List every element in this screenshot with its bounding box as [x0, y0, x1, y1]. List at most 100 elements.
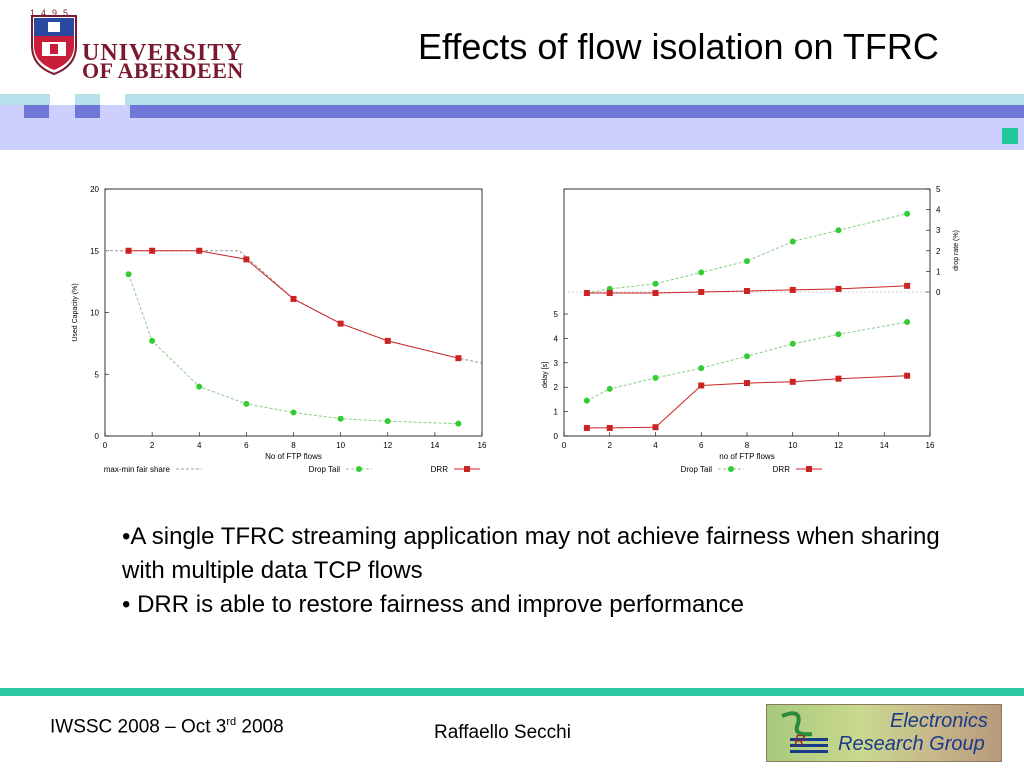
drr-point: [652, 290, 659, 297]
y-axis-label: delay [s]: [542, 362, 549, 388]
droptail-point: [583, 397, 590, 404]
y-tick-label: 5: [554, 310, 559, 319]
used-capacity-chart: 0 2 4 6 8 10 12 14 16 0 5 10 15 20 No of FTP flows Used…: [72, 185, 487, 474]
x-tick-label: 10: [336, 441, 345, 450]
legend-label: Drop Tail: [681, 465, 713, 474]
drr-point: [583, 424, 590, 431]
x-axis-label: no of FTP flows: [719, 452, 774, 461]
drr-point: [904, 372, 911, 379]
bullet-item: •A single TFRC streaming application may…: [122, 523, 940, 584]
y2-tick-label: 5: [936, 185, 941, 194]
x-tick-label: 14: [880, 441, 889, 450]
y-tick-label: 3: [554, 359, 559, 368]
series-line: [128, 250, 459, 359]
droptail-point: [384, 418, 391, 425]
droptail-point: [652, 280, 659, 287]
x-tick-label: 2: [608, 441, 613, 450]
accent-square: [1002, 128, 1018, 144]
y2-tick-label: 4: [936, 206, 941, 215]
drr-point: [835, 285, 842, 292]
footer-author: Raffaello Secchi: [434, 722, 571, 743]
droptail-point: [904, 319, 911, 326]
drr-point: [789, 378, 796, 385]
x-tick-label: 8: [291, 441, 296, 450]
header-square: [100, 94, 125, 105]
plot-frame: [563, 188, 931, 437]
slide-title: Effects of flow isolation on TFRC: [418, 26, 939, 67]
x-tick-label: 2: [150, 441, 155, 450]
header-band-light: [0, 94, 1024, 105]
x-tick-label: 4: [197, 441, 202, 450]
footer-rule: [0, 688, 1024, 696]
y2-tick-label: 1: [936, 267, 941, 276]
logo-year: 1495: [30, 8, 75, 18]
series-line: [105, 250, 483, 364]
droptail-point: [698, 269, 705, 276]
droptail-point: [337, 415, 344, 422]
x-tick-label: 6: [244, 441, 249, 450]
droptail-point: [149, 337, 156, 344]
footer-conference: IWSSC 2008 – Oct 3rd 2008: [50, 716, 284, 738]
drr-point: [698, 382, 705, 389]
y-tick-label: 0: [95, 432, 100, 441]
drr-point: [464, 466, 470, 472]
droptail-point: [904, 210, 911, 217]
y-tick-label: 0: [554, 432, 559, 441]
droptail-point: [835, 227, 842, 234]
droptail-point: [744, 353, 750, 360]
x-tick-label: 12: [383, 441, 392, 450]
y2-axis-label: drop rate (%): [953, 230, 960, 271]
y2-tick-label: 2: [936, 247, 941, 256]
bullet-item: • DRR is able to restore fairness and im…: [122, 591, 744, 618]
droptail-point: [455, 420, 462, 427]
droptail-point: [243, 400, 250, 407]
drr-point: [789, 286, 796, 293]
legend-label: DRR: [773, 465, 791, 474]
drr-point: [744, 380, 750, 387]
drr-point: [455, 355, 462, 362]
y-axis-label: Used Capacity (%): [72, 283, 79, 341]
x-tick-label: 10: [788, 441, 797, 450]
series-line: [586, 285, 908, 294]
x-tick-label: 16: [926, 441, 935, 450]
svg-text:R: R: [794, 733, 806, 750]
header-stripe: [130, 105, 1024, 118]
drr-point: [698, 289, 705, 295]
drr-point: [149, 247, 156, 254]
erg-logo-line2: Research Group: [838, 733, 985, 755]
y-tick-label: 4: [554, 334, 559, 343]
drr-point: [652, 424, 659, 431]
header-square: [50, 94, 75, 105]
droptail-point: [125, 271, 132, 278]
drr-point: [904, 282, 911, 289]
x-tick-label: 0: [103, 441, 108, 450]
series-line: [586, 321, 908, 402]
y-tick-label: 1: [554, 408, 559, 417]
droptail-point: [290, 409, 297, 416]
drr-point: [243, 256, 250, 263]
drr-point: [196, 247, 203, 254]
drr-point: [337, 320, 344, 327]
series-line: [586, 213, 908, 294]
drr-point: [125, 247, 132, 254]
x-axis-label: No of FTP flows: [265, 452, 322, 461]
legend-label: DRR: [431, 465, 449, 474]
header-square: [75, 105, 100, 118]
y-tick-label: 5: [95, 370, 100, 379]
droptail-point: [744, 258, 750, 265]
x-tick-label: 16: [478, 441, 487, 450]
drr-point: [290, 295, 297, 302]
x-tick-label: 12: [834, 441, 843, 450]
y2-tick-label: 0: [936, 288, 941, 297]
y-tick-label: 2: [554, 383, 559, 392]
droptail-point: [196, 383, 203, 390]
drr-point: [606, 290, 613, 297]
drr-point: [384, 337, 391, 344]
droptail-point: [789, 340, 796, 347]
x-tick-label: 6: [699, 441, 704, 450]
legend-label: max-min fair share: [104, 465, 171, 474]
legend-label: Drop Tail: [309, 465, 341, 474]
erg-mark-icon: R: [781, 711, 828, 753]
droptail-point: [356, 466, 362, 472]
